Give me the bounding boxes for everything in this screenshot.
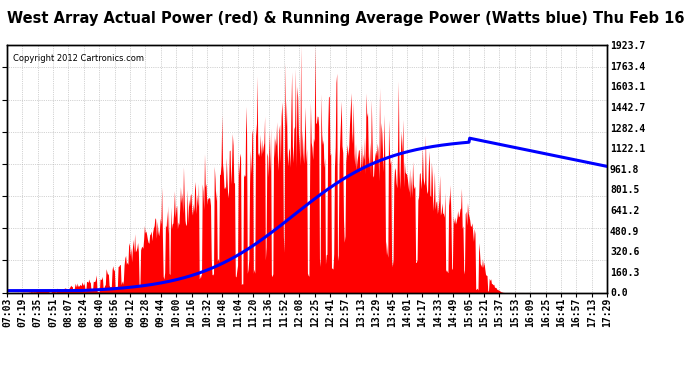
Text: Copyright 2012 Cartronics.com: Copyright 2012 Cartronics.com: [13, 54, 144, 63]
Text: West Array Actual Power (red) & Running Average Power (Watts blue) Thu Feb 16 17: West Array Actual Power (red) & Running …: [7, 11, 690, 26]
